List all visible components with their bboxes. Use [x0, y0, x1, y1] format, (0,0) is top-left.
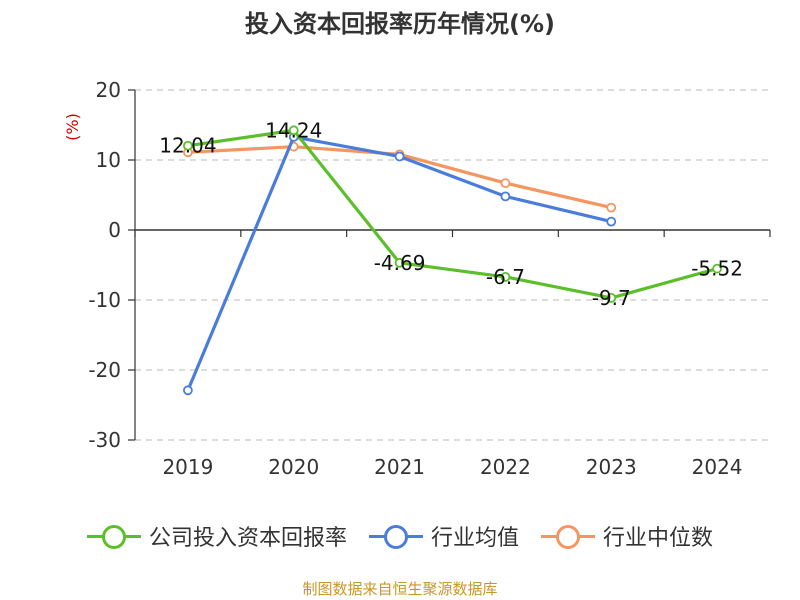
- data-point: [394, 257, 405, 268]
- y-tick-label: -10: [88, 288, 121, 312]
- x-tick-label: 2020: [268, 455, 319, 479]
- label-layer: 12.04 14.24 -4.69 -6.7 -9.7 -5.52: [159, 118, 743, 310]
- x-tick-label: 2023: [586, 455, 637, 479]
- data-point: [606, 216, 617, 227]
- data-point: [183, 140, 193, 151]
- y-tick-label: -20: [88, 358, 121, 382]
- y-tick-label: 0: [108, 218, 121, 242]
- data-point: [606, 202, 617, 213]
- line-chart: 20 10 0 -10 -20 -30 2019 2020 2021 2022 2023 2024 1…: [63, 78, 771, 479]
- data-point: [394, 151, 405, 162]
- data-label: -9.7: [592, 286, 631, 310]
- y-tick-label: 20: [96, 78, 121, 102]
- legend-item: 公司投入资本回报率: [86, 520, 347, 552]
- data-point: [500, 178, 511, 189]
- data-point: [183, 385, 193, 396]
- legend: 公司投入资本回报率 行业均值 行业中位数: [0, 516, 800, 556]
- y-axis-unit-label: (%): [63, 113, 82, 141]
- source-note: 制图数据来自恒生聚源数据库: [302, 580, 498, 598]
- legend-marker-icon: [86, 524, 141, 549]
- x-tick-label: 2021: [374, 455, 425, 479]
- data-point: [712, 263, 722, 274]
- data-point: [500, 271, 511, 282]
- legend-label: 公司投入资本回报率: [148, 526, 347, 551]
- x-tick-label: 2019: [162, 455, 213, 479]
- data-label: 14.24: [265, 118, 322, 142]
- legend-marker-icon: [541, 524, 595, 549]
- grid-layer: [135, 89, 770, 441]
- legend-marker-icon: [368, 524, 423, 549]
- legend-item: 行业中位数: [541, 520, 713, 552]
- series-line: [187, 128, 718, 300]
- axis-layer: 20 10 0 -10 -20 -30 2019 2020 2021 2022 2023 2024: [88, 78, 771, 479]
- chart-title: 投入资本回报率历年情况(%): [245, 10, 555, 38]
- data-label: -5.52: [691, 257, 743, 281]
- data-point: [288, 125, 299, 136]
- data-label: -4.69: [374, 251, 426, 275]
- legend-label: 行业均值: [430, 526, 519, 551]
- data-label: 12.04: [159, 134, 216, 158]
- x-tick-label: 2022: [480, 455, 531, 479]
- y-tick-label: -30: [88, 428, 121, 452]
- data-point: [500, 191, 511, 202]
- data-label: -6.7: [486, 265, 525, 289]
- legend-label: 行业中位数: [603, 526, 714, 551]
- series-layer: [183, 125, 722, 396]
- x-tick-label: 2024: [692, 455, 743, 479]
- data-point: [606, 292, 617, 303]
- legend-item: 行业均值: [368, 520, 519, 552]
- y-tick-label: 10: [96, 148, 121, 172]
